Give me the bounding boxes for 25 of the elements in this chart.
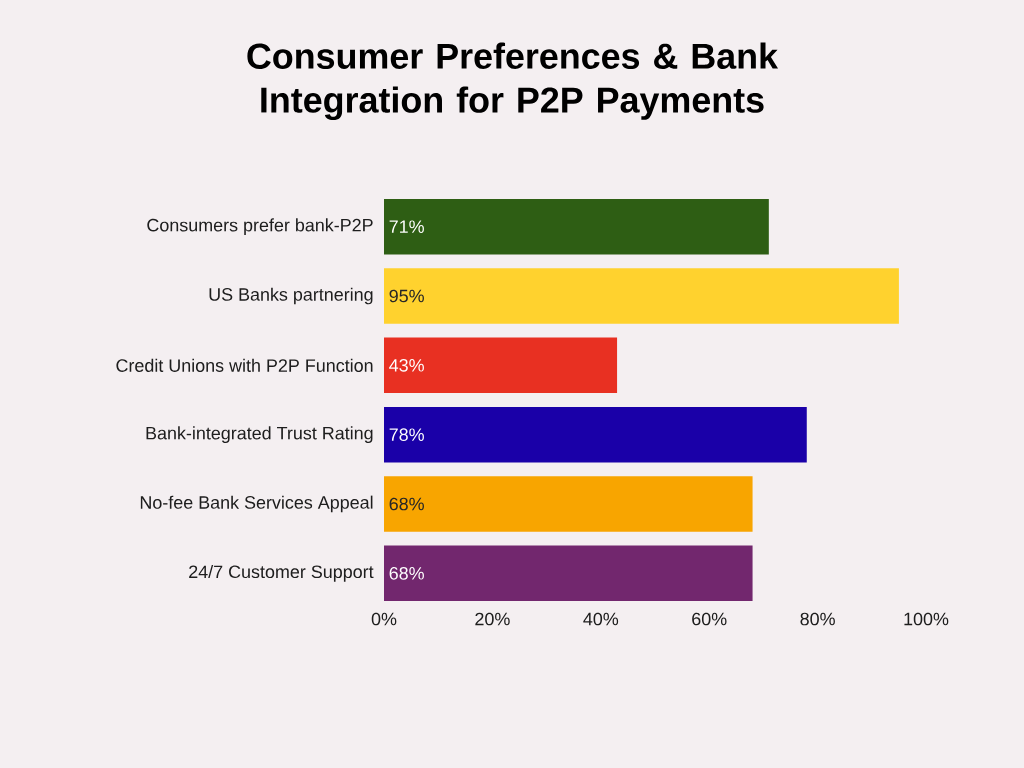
x-tick-label: 80% [800,612,835,626]
chart-title: Consumer Preferences & Bank Integration for P2P Payments [247,42,779,121]
data-label: 43% [389,358,424,372]
bar [384,268,899,324]
bar [384,476,753,532]
x-tick-label: 100% [904,612,949,626]
x-tick-label: 0% [371,612,397,626]
y-tick-label: 24/7 Customer Support [189,564,374,582]
y-tick-label: Credit Unions with P2P Function [116,358,373,372]
data-label: 71% [389,220,424,233]
y-tick-label: Bank-integrated Trust Rating [146,426,373,444]
data-label: 68% [389,566,424,580]
y-tick-label: US Banks partnering [209,287,373,305]
bar [384,337,618,394]
x-tick-label: 60% [692,612,727,626]
y-tick-label: No-fee Bank Services Appeal [140,495,373,513]
data-label: 78% [389,428,424,441]
data-label: 68% [389,497,424,511]
data-label: 95% [389,289,424,303]
bar [384,198,769,255]
bar [384,545,753,602]
bar [384,406,807,463]
x-tick-label: 40% [583,612,619,626]
y-tick-label: Consumers prefer bank-P2P [147,218,373,236]
x-tick-label: 20% [475,612,510,626]
